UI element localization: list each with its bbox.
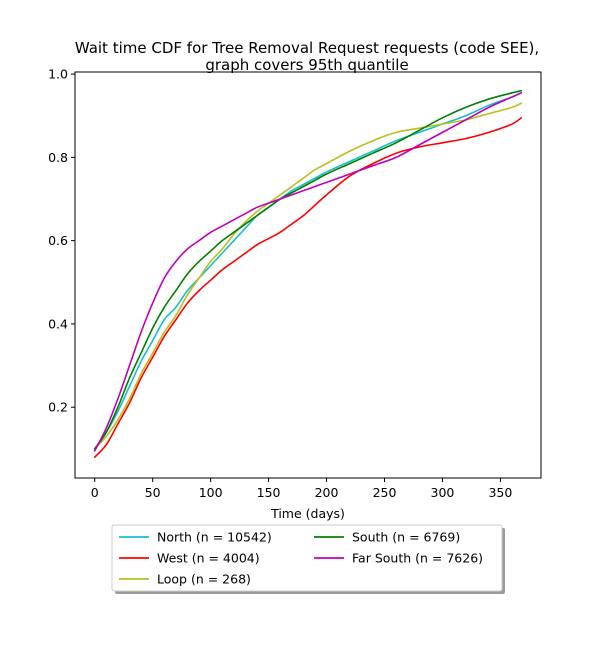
y-tick-label: 0.2	[48, 400, 68, 415]
x-tick-label: 350	[488, 485, 512, 500]
y-tick-label: 0.4	[48, 316, 68, 331]
chart-title: Wait time CDF for Tree Removal Request r…	[75, 39, 539, 74]
legend-entry-0: North (n = 10542)	[157, 530, 272, 545]
series-line-3	[93, 89, 523, 450]
x-tick-label: 150	[257, 485, 281, 500]
plot-frame	[74, 71, 542, 479]
legend-entry-1: West (n = 4004)	[157, 551, 260, 566]
series-line-0	[93, 92, 523, 450]
x-tick-label: 250	[373, 485, 397, 500]
y-axis-ticks: 0.2 0.4 0.6 0.8 1.0	[48, 67, 75, 415]
y-tick-label: 0.8	[48, 150, 68, 165]
x-axis-label: Time (days)	[270, 506, 345, 521]
series-line-2	[93, 102, 523, 450]
chart-title-line: graph covers 95th quantile	[205, 56, 408, 74]
legend-entry-4: Far South (n = 7626)	[352, 551, 483, 566]
legend-entry-3: South (n = 6769)	[352, 530, 460, 545]
x-tick-label: 100	[199, 485, 223, 500]
x-axis-ticks: 0 50 100 150 200 250 300 350	[91, 478, 512, 500]
series-lines	[93, 89, 523, 458]
series-line-1	[93, 117, 523, 458]
legend-entry-2: Loop (n = 268)	[157, 572, 251, 587]
x-tick-label: 50	[145, 485, 161, 500]
y-tick-label: 0.6	[48, 233, 68, 248]
x-tick-label: 300	[431, 485, 455, 500]
chart-title-line: Wait time CDF for Tree Removal Request r…	[75, 39, 539, 57]
y-tick-label: 1.0	[48, 67, 68, 82]
legend: North (n = 10542) West (n = 4004) Loop (n …	[111, 524, 505, 594]
x-tick-label: 200	[315, 485, 339, 500]
x-tick-label: 0	[91, 485, 99, 500]
series-line-4	[93, 92, 523, 452]
legend-box	[111, 524, 503, 592]
